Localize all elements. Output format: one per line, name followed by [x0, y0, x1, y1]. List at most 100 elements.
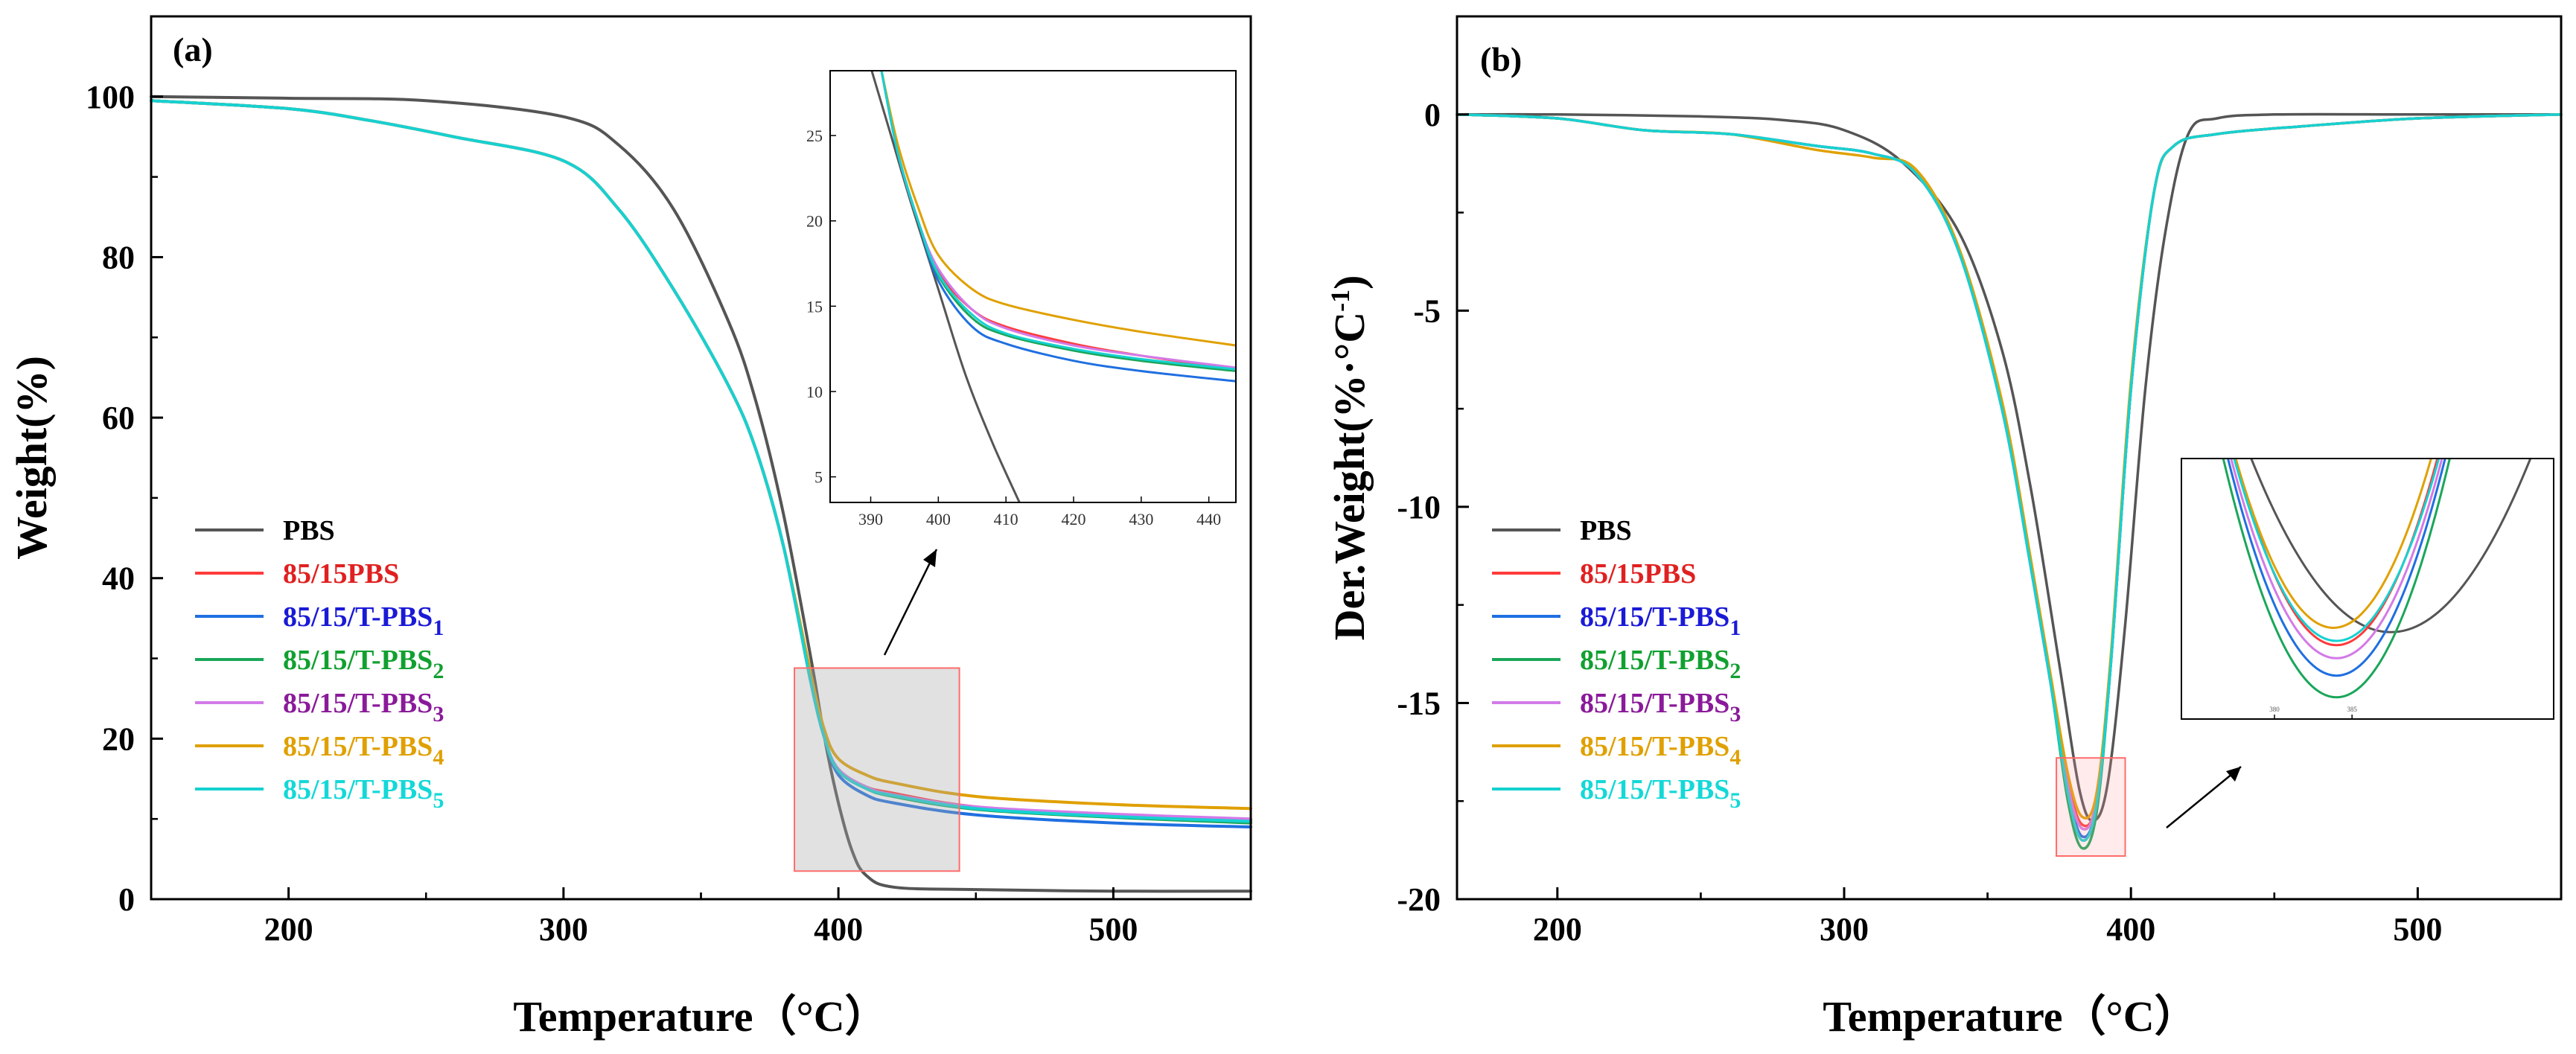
- panel-b-x-tick-label: 300: [1820, 911, 1869, 948]
- panel-a-tag: (a): [173, 31, 213, 68]
- panel-a-ticks: 200 300 400 500 0 20 40 60 80 100: [86, 79, 1138, 948]
- panel-a-inset-y-tick-label: 25: [806, 127, 823, 145]
- panel-a-inset-x-tick-label: 410: [994, 510, 1018, 528]
- legend-label-subscript: 2: [433, 659, 444, 683]
- panel-b-inset-frame: [2181, 458, 2554, 720]
- legend-label-text: 85/15/T-PBS: [1580, 645, 1729, 676]
- panel-a-zoom-arrowhead: [923, 549, 937, 567]
- panel-a-inset-x-tick-label: 430: [1129, 510, 1153, 528]
- panel-a-inset-y-tick-label: 5: [814, 468, 823, 487]
- legend-label-text: 85/15/T-PBS: [1580, 731, 1729, 762]
- panel-b-series-line: [1456, 113, 2563, 842]
- panel-a-y-tick-label: 0: [118, 881, 135, 918]
- legend-label: 85/15/T-PBS3: [1580, 688, 1741, 726]
- panel-a-xlabel: Temperature（°C）: [513, 992, 887, 1041]
- panel-b-inset-curves: [2222, 459, 2532, 699]
- legend-label-text: 85/15/T-PBS: [283, 731, 433, 762]
- panel-a-y-tick-label: 80: [102, 239, 135, 275]
- legend-label-text: 85/15/T-PBS: [283, 645, 433, 676]
- panel-b-inset-series-line: [2234, 459, 2439, 647]
- legend-label-text: PBS: [283, 515, 335, 546]
- panel-b-ylabel: Der.Weight(%·°C-1): [1325, 275, 1374, 641]
- legend-label: 85/15/T-PBS2: [1580, 645, 1741, 683]
- legend-label-text: 85/15PBS: [1580, 558, 1696, 590]
- panel-b-y-tick-label: -5: [1413, 293, 1441, 329]
- panel-a-inset-x-tick-label: 390: [858, 510, 883, 528]
- legend-label: 85/15PBS: [1580, 558, 1696, 590]
- panel-b-inset: 380 385: [2181, 458, 2554, 720]
- panel-b-x-tick-label: 500: [2393, 911, 2442, 948]
- legend-label: 85/15/T-PBS2: [283, 645, 444, 683]
- panel-a-legend: PBS85/15PBS85/15/T-PBS185/15/T-PBS285/15…: [195, 515, 444, 813]
- panel-b-frame: [1456, 15, 2563, 901]
- panel-b-zoom-arrow: [2166, 766, 2242, 828]
- panel-a-inset-curves: [870, 71, 1236, 502]
- panel-b-inset-series-line: [2233, 459, 2440, 642]
- legend-label-text: 85/15/T-PBS: [283, 601, 433, 633]
- legend-label: 85/15/T-PBS5: [1580, 774, 1741, 813]
- legend-label-subscript: 3: [433, 702, 444, 726]
- panel-a-series-line: [150, 99, 1252, 823]
- panel-b-inset-series-line: [2222, 459, 2451, 699]
- panel-b-inset-series-line: [2226, 459, 2446, 677]
- panel-a-series-line: [150, 95, 1252, 893]
- panel-b-x-tick-label: 200: [1533, 911, 1582, 948]
- panel-b-y-tick-label: 0: [1424, 97, 1441, 133]
- panel-b-y-tick-label: -20: [1397, 881, 1441, 918]
- panel-a-y-tick-label: 60: [102, 400, 135, 436]
- panel-a-inset-x-tick-label: 420: [1062, 510, 1086, 528]
- panel-b-inset-series-line: [2230, 459, 2443, 659]
- legend-label-subscript: 2: [1729, 659, 1741, 683]
- panel-b-y-tick-label: -15: [1397, 685, 1441, 721]
- legend-label: 85/15PBS: [283, 558, 399, 590]
- legend-label: PBS: [283, 515, 335, 546]
- legend-label-subscript: 5: [433, 788, 444, 813]
- panel-b-legend: PBS85/15PBS85/15/T-PBS185/15/T-PBS285/15…: [1492, 515, 1741, 813]
- legend-label: PBS: [1580, 515, 1632, 546]
- panel-a-curves: [150, 95, 1252, 893]
- panel-b-ticks: 200 300 400 500 0 -5 -10 -15 -20: [1397, 97, 2442, 948]
- panel-a-inset-x-tick-label: 400: [926, 510, 951, 528]
- panel-a-y-tick-label: 100: [86, 79, 135, 115]
- panel-b-ylabel-exp: -1: [1325, 290, 1355, 312]
- panel-b-zoom-arrowhead: [2226, 767, 2241, 782]
- legend-label-subscript: 4: [1729, 745, 1741, 770]
- legend-label-text: 85/15/T-PBS: [283, 774, 433, 805]
- legend-label-text: 85/15/T-PBS: [1580, 601, 1729, 633]
- panel-a-ylabel: Weight(%): [7, 356, 56, 560]
- panel-b-y-tick-label: -10: [1397, 489, 1441, 526]
- panel-b-inset-x-tick-label: 380: [2269, 706, 2280, 713]
- panel-b-ylabel-main: Der.Weight(%·°C: [1325, 312, 1374, 641]
- legend-label-text: 85/15/T-PBS: [283, 688, 433, 719]
- panel-a-inset: 390 400 410 420 430 440 5 10 15 20 25: [806, 70, 1237, 528]
- legend-label: 85/15/T-PBS1: [1580, 601, 1741, 640]
- panel-a-inset-series-line: [870, 71, 1021, 502]
- panel-a-inset-y-tick-label: 20: [806, 212, 823, 231]
- panel-b-series-line: [1456, 112, 2563, 823]
- panel-a-y-tick-label: 40: [102, 560, 135, 597]
- panel-b-inset-series-line: [2250, 459, 2532, 633]
- panel-a-x-tick-label: 500: [1088, 911, 1138, 948]
- panel-b-inset-x-tick-label: 385: [2347, 706, 2357, 713]
- panel-a-inset-y-tick-label: 15: [806, 297, 823, 316]
- legend-label-text: 85/15PBS: [283, 558, 399, 590]
- legend-label: 85/15/T-PBS1: [283, 601, 444, 640]
- legend-label-subscript: 3: [1729, 702, 1741, 726]
- legend-label-subscript: 5: [1729, 788, 1741, 813]
- panel-b-inset-series-line: [2234, 459, 2432, 630]
- legend-label: 85/15/T-PBS3: [283, 688, 444, 726]
- panel-b-tag: (b): [1480, 40, 1522, 78]
- panel-b-ylabel-close: ): [1325, 275, 1374, 290]
- legend-label-text: 85/15/T-PBS: [1580, 774, 1729, 805]
- panel-a-y-tick-label: 20: [102, 721, 135, 757]
- legend-label: 85/15/T-PBS5: [283, 774, 444, 813]
- legend-label-subscript: 1: [433, 616, 444, 640]
- panel-a-inset-series-line: [880, 71, 1236, 371]
- panel-b-zoom-region: [2056, 757, 2126, 857]
- legend-label: 85/15/T-PBS4: [283, 731, 444, 770]
- panel-b-x-tick-label: 400: [2106, 911, 2155, 948]
- panel-a-inset-series-line: [880, 71, 1236, 347]
